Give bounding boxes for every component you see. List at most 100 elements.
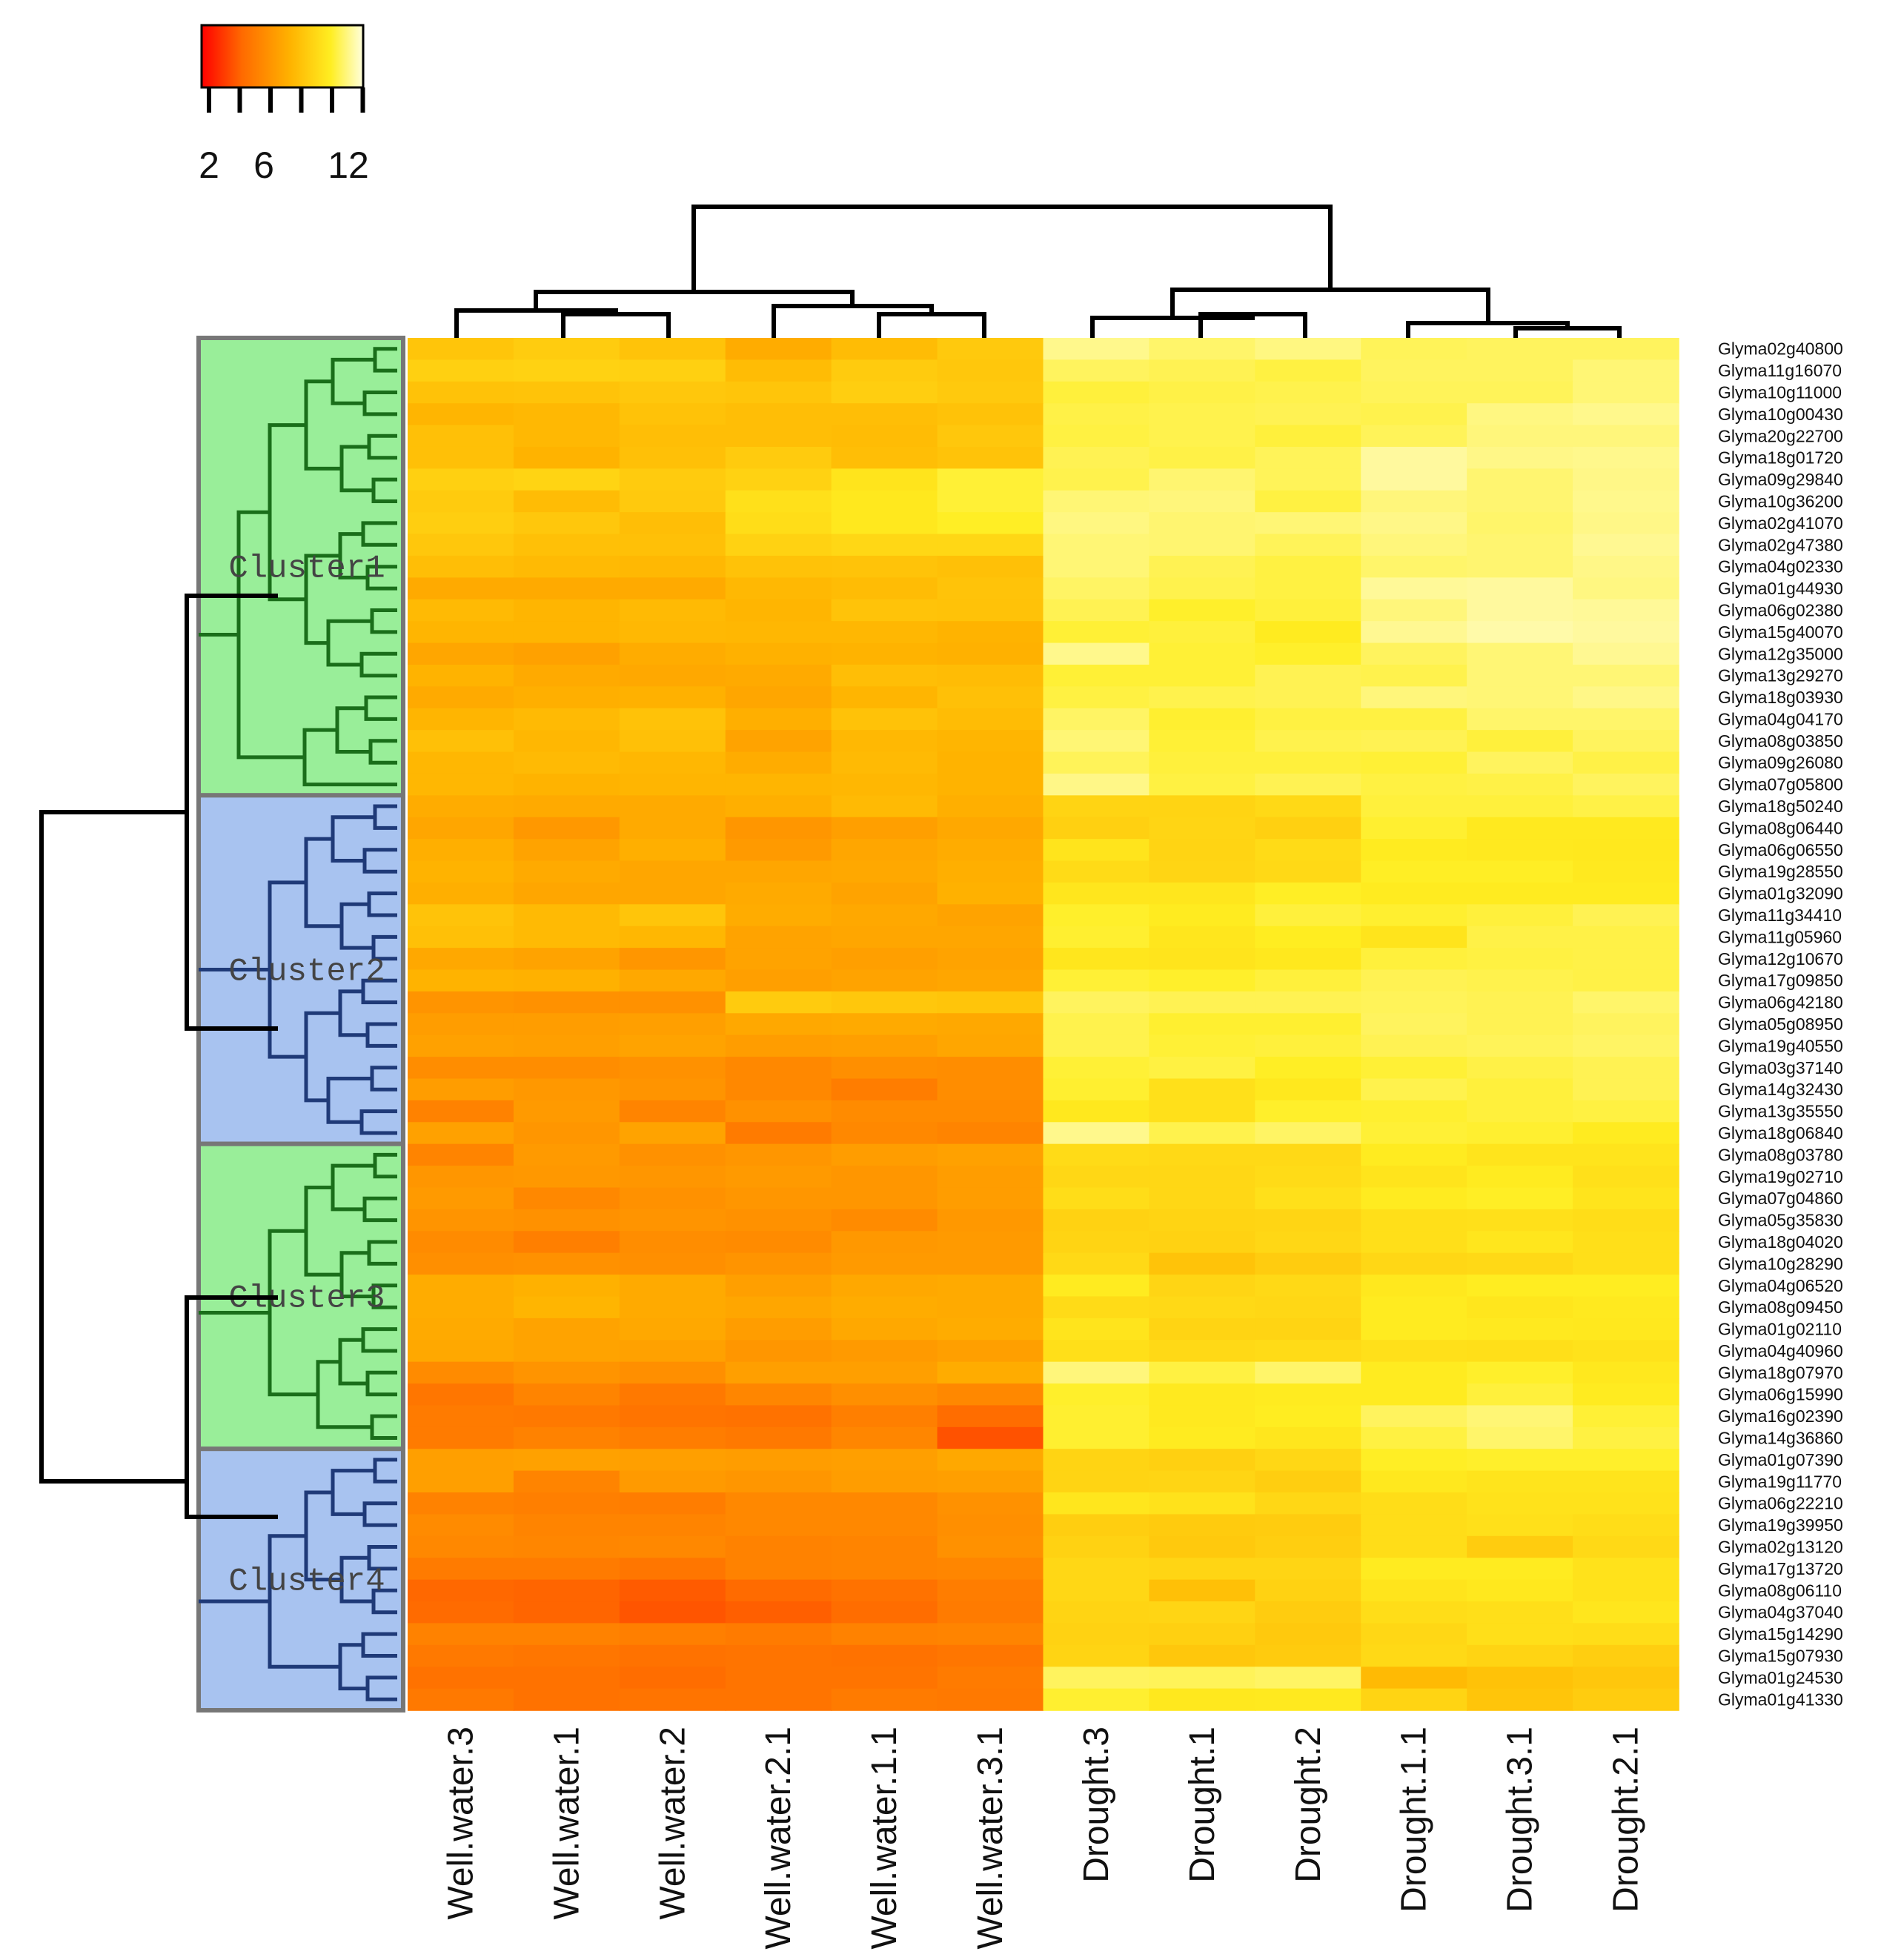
heatmap-cell (513, 1318, 620, 1341)
heatmap-cell (937, 338, 1044, 361)
heatmap-cell (725, 534, 832, 557)
heatmap-cell (1043, 795, 1150, 818)
heatmap-cell (408, 1688, 514, 1711)
heatmap-cell (831, 817, 938, 840)
heatmap-cell (1255, 664, 1362, 688)
heatmap-cell (1361, 534, 1467, 557)
heatmap-cell (408, 686, 514, 709)
heatmap-cell (619, 1623, 726, 1646)
heatmap-cell (831, 839, 938, 862)
heatmap-cell (725, 926, 832, 949)
heatmap-cell (408, 1361, 514, 1384)
heatmap-cell (408, 1623, 514, 1646)
row-label: Glyma06g22210 (1718, 1494, 1843, 1513)
heatmap-cell (1467, 1231, 1573, 1254)
heatmap-cell (1573, 948, 1679, 971)
heatmap-cell (513, 1143, 620, 1166)
heatmap-cell (937, 534, 1044, 557)
heatmap-cell (1255, 1405, 1362, 1428)
heatmap-cell (1361, 1558, 1467, 1581)
heatmap-cell (1467, 468, 1573, 491)
heatmap-cell (408, 1209, 514, 1232)
heatmap-cell (1467, 338, 1573, 361)
heatmap-cell (408, 1166, 514, 1189)
heatmap-cell (1255, 817, 1362, 840)
heatmap-cell (1043, 642, 1150, 665)
heatmap-cell (1573, 664, 1679, 688)
heatmap-cell (408, 642, 514, 665)
heatmap-cell (619, 490, 726, 513)
heatmap-cell (831, 1100, 938, 1123)
heatmap-cell (1255, 446, 1362, 470)
heatmap-cell (1361, 512, 1467, 535)
heatmap-cell (725, 1187, 832, 1210)
heatmap-cell (513, 1383, 620, 1406)
heatmap-cell (1361, 904, 1467, 927)
heatmap-cell (1467, 1078, 1573, 1101)
column-label: Well.water.3.1 (971, 1727, 1010, 1950)
row-label: Glyma09g26080 (1718, 753, 1843, 772)
row-label: Glyma18g03930 (1718, 688, 1843, 707)
heatmap-cell (831, 860, 938, 883)
heatmap-cell (408, 359, 514, 382)
heatmap-cell (1043, 686, 1150, 709)
heatmap-cell (1149, 1667, 1256, 1690)
heatmap-cell (619, 1296, 726, 1319)
heatmap-cell (1255, 1187, 1362, 1210)
row-label: Glyma19g02710 (1718, 1167, 1843, 1186)
heatmap-cell (1043, 1100, 1150, 1123)
row-label: Glyma12g35000 (1718, 644, 1843, 663)
heatmap-cell (1043, 860, 1150, 883)
heatmap-cell (513, 1623, 620, 1646)
heatmap-cell (1149, 991, 1256, 1014)
heatmap-cell (1149, 1318, 1256, 1341)
heatmap-cell (1043, 468, 1150, 491)
heatmap-cell (1043, 1405, 1150, 1428)
heatmap-cell (1255, 795, 1362, 818)
heatmap-cell (1149, 1340, 1256, 1363)
heatmap-cell (619, 1057, 726, 1080)
heatmap-cell (408, 882, 514, 906)
heatmap-cell (513, 926, 620, 949)
heatmap-cell (725, 1100, 832, 1123)
heatmap-cell (725, 642, 832, 665)
heatmap-cell (408, 338, 514, 361)
heatmap-cell (831, 1644, 938, 1668)
heatmap-cell (725, 1623, 832, 1646)
row-label: Glyma10g28290 (1718, 1254, 1843, 1273)
heatmap-cell (513, 1579, 620, 1602)
heatmap-cell (1467, 381, 1573, 404)
heatmap-cell (1361, 1013, 1467, 1036)
heatmap-cell (725, 817, 832, 840)
heatmap-cell (408, 1034, 514, 1057)
heatmap-cell (937, 555, 1044, 579)
heatmap-cell (937, 926, 1044, 949)
heatmap-cell (1467, 969, 1573, 992)
row-label: Glyma08g06440 (1718, 818, 1843, 837)
heatmap-cell (408, 751, 514, 774)
heatmap-cell (408, 1644, 514, 1668)
column-dendrogram (454, 205, 1622, 338)
heatmap-cell (513, 534, 620, 557)
heatmap-cell (831, 1252, 938, 1275)
heatmap-cell (1573, 555, 1679, 579)
row-label: Glyma09g29840 (1718, 470, 1843, 489)
heatmap-cell (513, 1034, 620, 1057)
heatmap-cell (1467, 425, 1573, 448)
heatmap-cell (937, 817, 1044, 840)
heatmap-cell (1573, 1361, 1679, 1384)
heatmap-cell (1255, 381, 1362, 404)
heatmap-cell (408, 1426, 514, 1450)
heatmap-cell (1573, 708, 1679, 731)
heatmap-cell (725, 1166, 832, 1189)
heatmap-cell (1573, 904, 1679, 927)
heatmap-cell (725, 1122, 832, 1145)
heatmap-cell (513, 512, 620, 535)
heatmap-cell (1467, 490, 1573, 513)
heatmap-cell (1573, 468, 1679, 491)
heatmap-cell (619, 1535, 726, 1559)
heatmap-cell (1361, 948, 1467, 971)
heatmap-cell (725, 381, 832, 404)
heatmap-cell (619, 948, 726, 971)
heatmap-cell (1573, 1558, 1679, 1581)
